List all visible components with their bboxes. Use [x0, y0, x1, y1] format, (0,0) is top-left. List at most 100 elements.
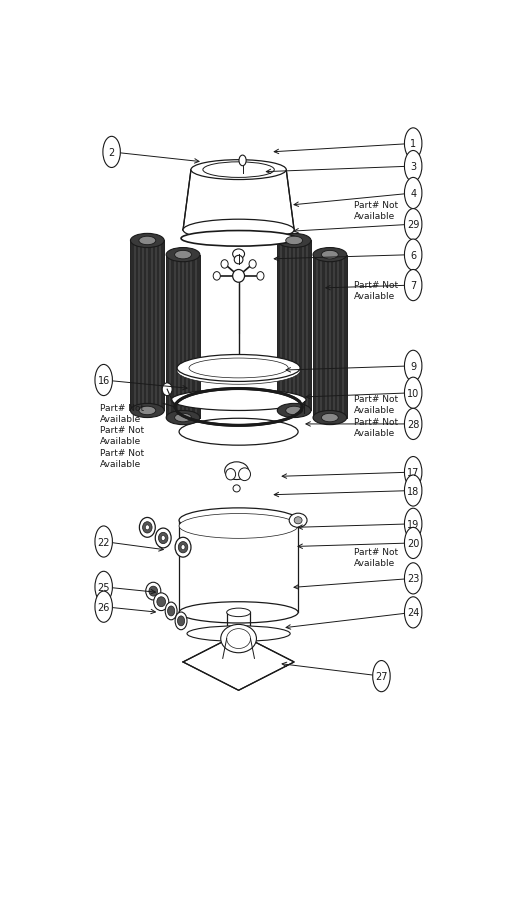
- Circle shape: [95, 365, 113, 396]
- Circle shape: [404, 409, 422, 440]
- Ellipse shape: [145, 526, 150, 530]
- Ellipse shape: [322, 414, 338, 423]
- Ellipse shape: [232, 270, 245, 283]
- Ellipse shape: [166, 248, 200, 263]
- Text: Part# Not
Available: Part# Not Available: [354, 548, 398, 568]
- Ellipse shape: [289, 514, 307, 528]
- Ellipse shape: [232, 250, 245, 259]
- Ellipse shape: [154, 594, 169, 611]
- Circle shape: [404, 597, 422, 629]
- Text: 9: 9: [410, 361, 416, 371]
- Ellipse shape: [175, 612, 187, 630]
- Ellipse shape: [131, 404, 164, 418]
- Ellipse shape: [139, 407, 156, 415]
- Text: 22: 22: [97, 537, 110, 547]
- Ellipse shape: [139, 237, 156, 245]
- Text: 25: 25: [97, 583, 110, 592]
- Ellipse shape: [177, 357, 300, 385]
- Ellipse shape: [166, 411, 200, 425]
- Ellipse shape: [286, 237, 303, 245]
- Ellipse shape: [161, 536, 165, 541]
- Circle shape: [404, 152, 422, 183]
- Text: 26: 26: [97, 602, 110, 612]
- Text: Part# Not
Available: Part# Not Available: [100, 425, 144, 446]
- Ellipse shape: [257, 272, 264, 281]
- Ellipse shape: [187, 626, 290, 641]
- Circle shape: [404, 129, 422, 160]
- Ellipse shape: [227, 629, 250, 649]
- Circle shape: [404, 509, 422, 539]
- Ellipse shape: [167, 607, 175, 617]
- Ellipse shape: [179, 419, 298, 446]
- Circle shape: [404, 210, 422, 241]
- Text: 28: 28: [407, 419, 419, 429]
- Text: 17: 17: [407, 468, 419, 478]
- Ellipse shape: [179, 602, 298, 623]
- Text: 18: 18: [407, 486, 419, 496]
- Text: Part# Not
Available: Part# Not Available: [100, 448, 144, 469]
- Circle shape: [373, 661, 390, 692]
- Circle shape: [404, 240, 422, 271]
- Text: 7: 7: [410, 281, 416, 290]
- Circle shape: [404, 378, 422, 409]
- Ellipse shape: [142, 522, 152, 533]
- Polygon shape: [183, 170, 294, 231]
- Ellipse shape: [175, 538, 191, 558]
- Ellipse shape: [239, 156, 246, 166]
- Ellipse shape: [227, 608, 250, 617]
- Ellipse shape: [175, 251, 191, 259]
- Ellipse shape: [249, 260, 256, 269]
- Text: 29: 29: [407, 220, 419, 230]
- Ellipse shape: [146, 583, 161, 600]
- Polygon shape: [183, 634, 294, 690]
- Ellipse shape: [165, 603, 177, 620]
- Circle shape: [404, 270, 422, 301]
- Ellipse shape: [191, 161, 286, 180]
- Circle shape: [404, 351, 422, 382]
- Ellipse shape: [149, 586, 158, 596]
- Circle shape: [95, 527, 113, 558]
- Circle shape: [404, 528, 422, 559]
- Ellipse shape: [171, 390, 306, 411]
- Circle shape: [404, 457, 422, 488]
- Ellipse shape: [226, 469, 236, 481]
- Text: 23: 23: [407, 573, 419, 584]
- Ellipse shape: [234, 256, 243, 265]
- Text: Part# Not
Available: Part# Not Available: [354, 417, 398, 437]
- Text: 19: 19: [407, 519, 419, 529]
- Ellipse shape: [286, 407, 303, 415]
- Ellipse shape: [181, 545, 185, 550]
- Ellipse shape: [139, 518, 155, 538]
- Circle shape: [95, 572, 113, 603]
- Ellipse shape: [221, 625, 257, 653]
- Ellipse shape: [213, 272, 220, 281]
- Text: Part# Not
Available: Part# Not Available: [354, 394, 398, 414]
- Text: Part# Not
Available: Part# Not Available: [354, 200, 398, 221]
- Ellipse shape: [225, 462, 248, 480]
- Circle shape: [404, 178, 422, 210]
- Text: Part# Not
Available: Part# Not Available: [100, 403, 144, 423]
- Text: 27: 27: [375, 672, 388, 681]
- Text: 6: 6: [410, 250, 416, 260]
- Text: 16: 16: [98, 376, 110, 386]
- Text: 20: 20: [407, 539, 419, 549]
- Ellipse shape: [233, 485, 240, 493]
- Ellipse shape: [294, 517, 302, 524]
- Polygon shape: [179, 521, 298, 613]
- Polygon shape: [166, 255, 200, 418]
- Ellipse shape: [178, 617, 185, 626]
- Ellipse shape: [239, 469, 250, 481]
- Ellipse shape: [203, 163, 274, 178]
- Ellipse shape: [179, 514, 298, 539]
- Ellipse shape: [178, 542, 188, 553]
- Ellipse shape: [278, 404, 311, 418]
- Text: 2: 2: [109, 148, 115, 158]
- Ellipse shape: [181, 232, 296, 247]
- Circle shape: [404, 563, 422, 595]
- Ellipse shape: [179, 508, 298, 533]
- Ellipse shape: [177, 355, 300, 382]
- Circle shape: [103, 137, 120, 168]
- Ellipse shape: [313, 248, 347, 263]
- Text: Part# Not
Available: Part# Not Available: [354, 280, 398, 301]
- Ellipse shape: [278, 234, 311, 248]
